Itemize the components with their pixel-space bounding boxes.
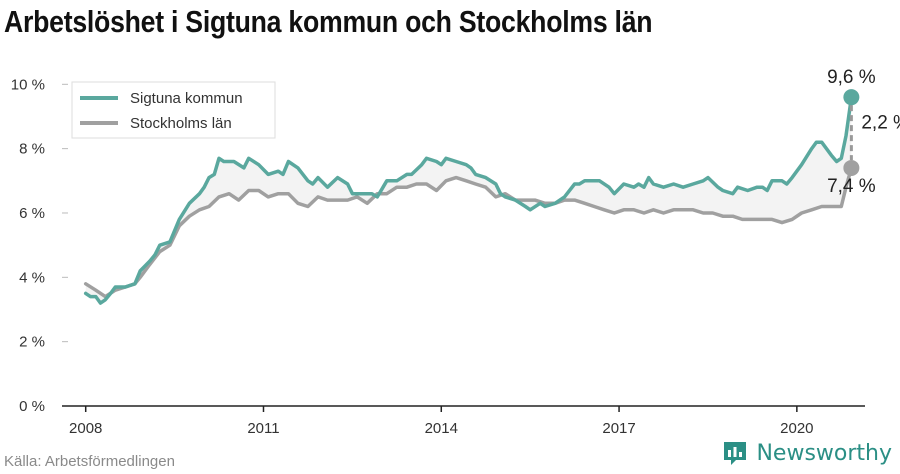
end-label-sigtuna: 9,6 % (827, 67, 876, 88)
y-tick-label: 8 % (19, 141, 45, 158)
y-tick-label: 4 % (19, 269, 45, 286)
gap-area (85, 97, 852, 304)
legend-label-stockholm: Stockholms län (130, 115, 232, 132)
chart-title: Arbetslöshet i Sigtuna kommun och Stockh… (4, 4, 653, 39)
endpoint-dot-stockholm (843, 159, 860, 176)
legend-box (71, 81, 276, 139)
endpoint-dot-sigtuna (843, 89, 860, 106)
brand[interactable]: Newsworthy (722, 440, 892, 466)
y-tick-label: 2 % (19, 334, 45, 351)
x-tick-label: 2008 (69, 420, 102, 437)
x-tick-label: 2017 (602, 420, 635, 437)
brand-name: Newsworthy (756, 440, 892, 466)
source-note: Källa: Arbetsförmedlingen (4, 453, 175, 470)
difference-label: 2,2 % (861, 113, 900, 134)
series-line-stockholm (83, 166, 854, 299)
legend-label-sigtuna: Sigtuna kommun (130, 90, 243, 107)
series-line-sigtuna (83, 95, 854, 305)
newsworthy-logo-icon (724, 442, 747, 465)
end-label-stockholm: 7,4 % (827, 176, 876, 197)
x-tick-label: 2011 (247, 420, 279, 437)
x-tick-label: 2020 (780, 420, 813, 437)
y-tick-label: 10 % (11, 76, 45, 93)
y-tick-label: 6 % (19, 205, 45, 222)
y-tick-label: 0 % (19, 398, 45, 415)
x-tick-label: 2014 (425, 420, 458, 437)
